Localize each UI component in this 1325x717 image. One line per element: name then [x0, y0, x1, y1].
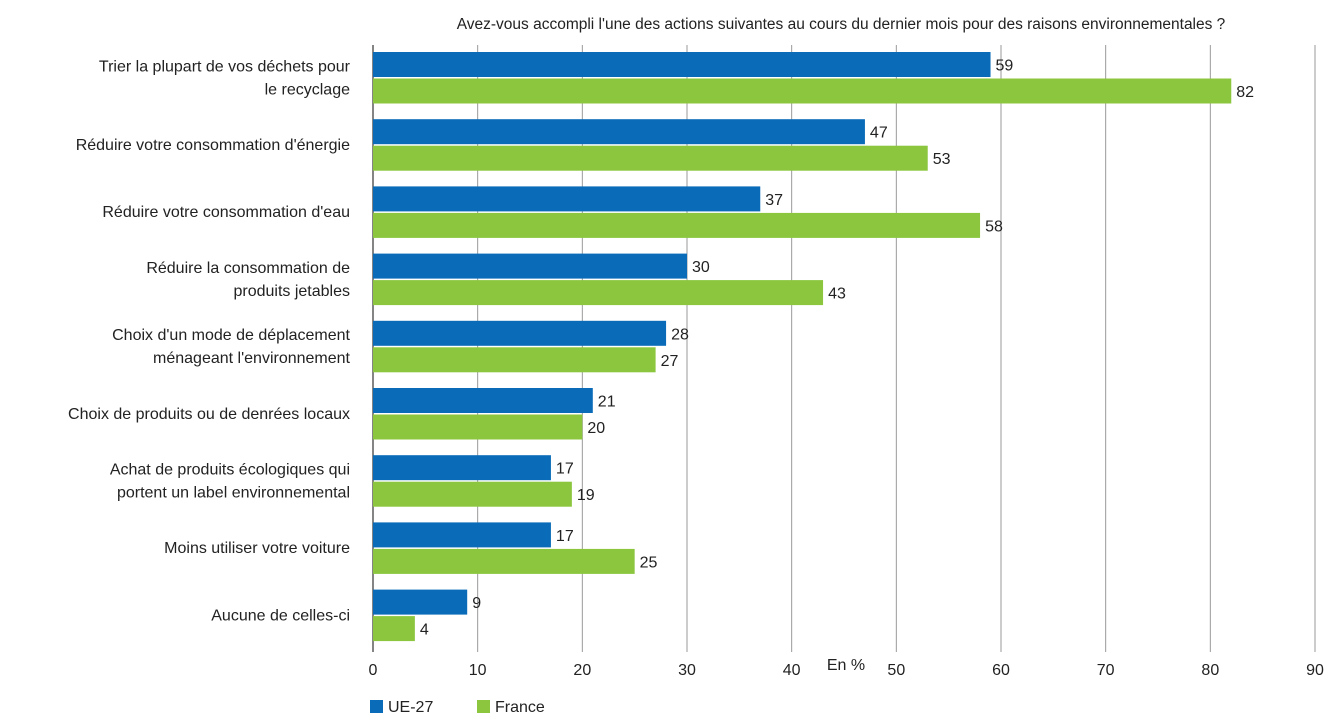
- data-label: 58: [985, 218, 1003, 235]
- tick-label: 70: [1097, 662, 1115, 679]
- bar: [373, 414, 583, 440]
- bar: [373, 119, 865, 145]
- tick-label: 50: [887, 662, 905, 679]
- bar: [373, 52, 991, 77]
- data-label: 20: [587, 420, 605, 437]
- category-label: portent un label environnemental: [117, 484, 350, 501]
- category-label: ménageant l'environnement: [153, 350, 351, 367]
- data-label: 19: [577, 487, 595, 504]
- bar: [373, 388, 593, 413]
- data-label: 37: [765, 192, 783, 209]
- category-label: Trier la plupart de vos déchets pour: [99, 58, 351, 75]
- bar: [373, 347, 656, 373]
- category-label: Choix d'un mode de déplacement: [112, 327, 350, 344]
- tick-label: 20: [573, 662, 591, 679]
- data-label: 59: [996, 58, 1014, 75]
- tick-label: 80: [1201, 662, 1219, 679]
- legend-swatch: [477, 700, 490, 713]
- tick-label: 60: [992, 662, 1010, 679]
- bar: [373, 320, 667, 346]
- category-label: Choix de produits ou de denrées locaux: [68, 406, 350, 423]
- bar: [373, 481, 572, 507]
- category-label: le recyclage: [265, 81, 350, 98]
- data-label: 27: [661, 353, 679, 370]
- data-label: 82: [1236, 84, 1254, 101]
- bar: [373, 522, 551, 548]
- x-axis-ticks: 0 10 20 30 40 50 60 70 80 90: [369, 662, 1324, 679]
- data-label: 4: [420, 622, 429, 639]
- data-label: 9: [472, 595, 481, 612]
- bar: [373, 78, 1232, 104]
- bar: [373, 548, 635, 574]
- x-axis-label: En %: [827, 657, 865, 674]
- bar: [373, 280, 824, 306]
- bar: [373, 616, 415, 642]
- legend: UE-27 France: [370, 699, 545, 716]
- data-label: 17: [556, 461, 574, 478]
- tick-label: 30: [678, 662, 696, 679]
- legend-label: UE-27: [388, 699, 433, 716]
- bar: [373, 589, 468, 615]
- bar: [373, 186, 761, 212]
- data-label: 17: [556, 528, 574, 545]
- category-labels: Trier la plupart de vos déchets pour le r…: [68, 58, 351, 624]
- data-label: 53: [933, 151, 951, 168]
- tick-label: 90: [1306, 662, 1324, 679]
- data-label: 30: [692, 259, 710, 276]
- category-label: Moins utiliser votre voiture: [164, 540, 350, 557]
- category-label: Réduire votre consommation d'eau: [102, 204, 350, 221]
- data-label: 21: [598, 394, 616, 411]
- tick-label: 40: [783, 662, 801, 679]
- tick-label: 0: [369, 662, 378, 679]
- bar: [373, 145, 928, 171]
- legend-swatch: [370, 700, 383, 713]
- category-label: Réduire la consommation de: [146, 260, 350, 277]
- bar: [373, 455, 551, 481]
- data-label: 43: [828, 286, 846, 303]
- chart-title: Avez-vous accompli l'une des actions sui…: [457, 16, 1226, 33]
- data-label: 25: [640, 554, 658, 571]
- category-label: Réduire votre consommation d'énergie: [76, 137, 350, 154]
- data-label: 47: [870, 125, 888, 142]
- tick-label: 10: [469, 662, 487, 679]
- category-label: Achat de produits écologiques qui: [110, 461, 350, 478]
- legend-label: France: [495, 699, 545, 716]
- bar: [373, 253, 687, 279]
- category-label: Aucune de celles-ci: [211, 607, 350, 624]
- category-label: produits jetables: [233, 283, 350, 300]
- bar: [373, 212, 981, 238]
- data-label: 28: [671, 326, 689, 343]
